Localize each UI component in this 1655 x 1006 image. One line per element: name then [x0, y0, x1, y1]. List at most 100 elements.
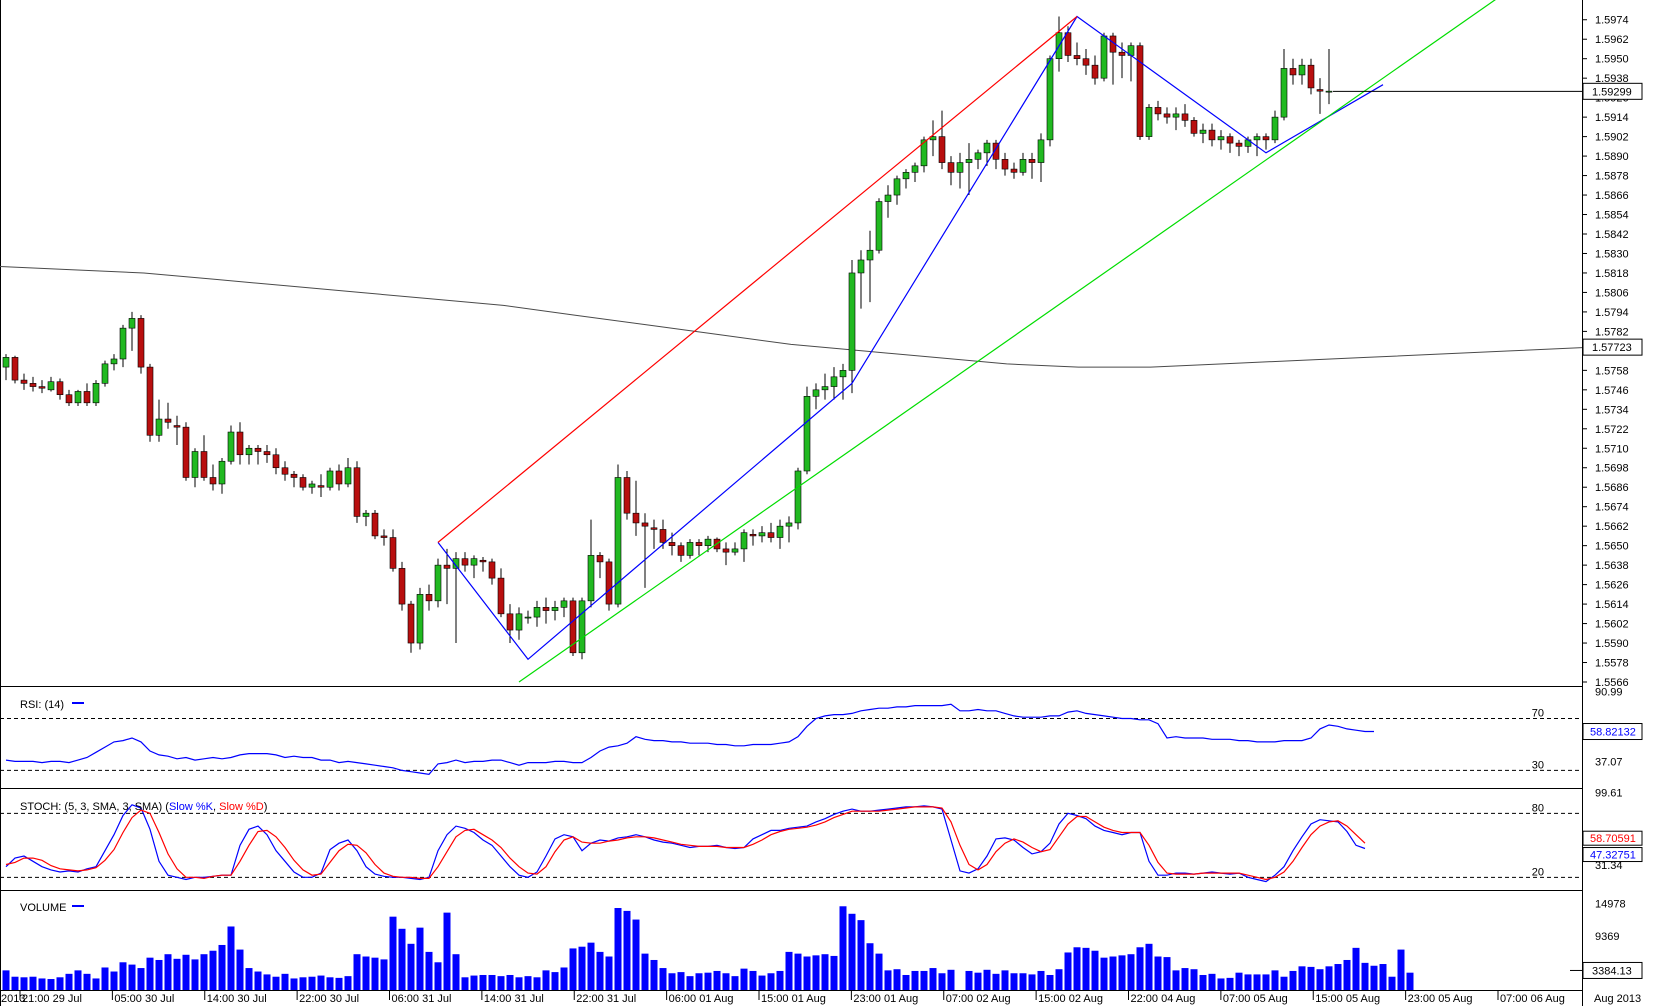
stoch-value-box [1582, 830, 1643, 846]
candle [1325, 48, 1333, 105]
candle [803, 386, 811, 475]
stoch-value-label: 47.32751 [1590, 850, 1636, 862]
candle-body [119, 327, 127, 360]
candle-body [20, 379, 28, 384]
x-tick-label: Aug 2013 [1594, 993, 1641, 1005]
price-tick-label: 1.5806 [1595, 287, 1629, 299]
candle [398, 561, 406, 611]
candle [488, 558, 496, 585]
x-tick-label: 07:00 02 Aug [946, 993, 1011, 1005]
stoch-panel: 80 20 99.61 31.34 58.70591 47.32751 [0, 787, 1643, 883]
volume-bar [1046, 974, 1054, 990]
volume-bar [1271, 970, 1279, 990]
volume-bar [713, 970, 721, 990]
volume-bar [920, 970, 928, 990]
candle [794, 467, 802, 530]
volume-bar [1127, 954, 1135, 990]
candle-body [281, 467, 289, 475]
x-tick-label: 23:00 01 Aug [853, 993, 918, 1005]
x-tick-label: 07:00 05 Aug [1223, 993, 1288, 1005]
candle-body [650, 527, 658, 530]
last-price-label: 1.59299 [1582, 82, 1643, 100]
candle [326, 467, 334, 491]
volume-bar [38, 978, 46, 990]
volume-bar [407, 943, 415, 990]
candle [821, 373, 829, 400]
candle-body [407, 603, 415, 644]
candle [983, 139, 991, 166]
candle-body [1154, 107, 1162, 115]
series-line-0 [5, 703, 1374, 775]
candle [749, 529, 757, 546]
candle [353, 461, 361, 523]
x-tick-label: 23:00 05 Aug [1408, 993, 1473, 1005]
candle-body [983, 142, 991, 154]
candle [911, 162, 919, 183]
volume-bar [128, 964, 136, 990]
volume-bar [389, 916, 397, 990]
candle [533, 600, 541, 627]
price-tick-label: 1.5830 [1595, 248, 1629, 260]
volume-bar [902, 974, 910, 990]
candle [11, 355, 19, 384]
candle [1145, 104, 1153, 140]
price-tick-label: 1.5662 [1595, 521, 1629, 533]
x-tick-label: 06:00 31 Jul [392, 993, 452, 1005]
candle [191, 448, 199, 488]
candle [443, 548, 451, 605]
volume-bar [749, 970, 757, 990]
candle-body [146, 366, 154, 436]
volume-bar [794, 953, 802, 990]
volume-bar [362, 956, 370, 990]
candle-body [1046, 58, 1054, 141]
volume-bar [1199, 974, 1207, 990]
candle-body [1163, 113, 1171, 118]
candle [299, 474, 307, 491]
volume-bar [929, 968, 937, 990]
candle [56, 378, 64, 400]
volume-bar [1289, 970, 1297, 990]
candle-body [812, 389, 820, 397]
price-panel: 1.59741.59621.59501.59381.59261.59141.59… [0, 0, 1643, 689]
candle [461, 552, 469, 572]
volume-bar [218, 944, 226, 990]
candle [974, 149, 982, 170]
candle [425, 584, 433, 611]
candle-body [1226, 136, 1234, 144]
candle [686, 539, 694, 559]
candle-body [380, 535, 388, 538]
volume-bar [1082, 947, 1090, 990]
price-tick-label: 1.5842 [1595, 229, 1629, 241]
price-tick-label: 1.5794 [1595, 307, 1629, 319]
volume-bar [254, 971, 262, 990]
volume-bar [965, 970, 973, 990]
volume-bar [488, 974, 496, 990]
price-tick-label: 1.5914 [1595, 112, 1629, 124]
volume-bar [1181, 968, 1189, 990]
candle-body [1262, 136, 1270, 141]
volume-bar [416, 927, 424, 990]
stoch-title: STOCH: (5, 3, SMA, 3, SMA) (Slow %K, Slo… [20, 801, 267, 813]
candle-body [596, 555, 604, 563]
volume-bar [371, 957, 379, 990]
volume-bar [209, 950, 217, 990]
volume-bar [740, 968, 748, 990]
x-tick-label: 15:00 05 Aug [1315, 993, 1380, 1005]
candle-body [1001, 159, 1009, 170]
candle-body [272, 454, 280, 469]
volume-bar [1145, 943, 1153, 990]
volume-tick-label: 9369 [1595, 931, 1619, 943]
volume-bar [533, 977, 541, 990]
price-tick-label: 1.5818 [1595, 268, 1629, 280]
volume-bar [758, 975, 766, 990]
volume-bar [641, 953, 649, 990]
volume-bar [1010, 973, 1018, 990]
volume-bar [1163, 957, 1171, 990]
candle [1271, 110, 1279, 144]
volume-bar [380, 959, 388, 990]
candle [992, 139, 1000, 170]
rsi-title: RSI: (14) [20, 699, 64, 711]
volume-bar [182, 954, 190, 990]
